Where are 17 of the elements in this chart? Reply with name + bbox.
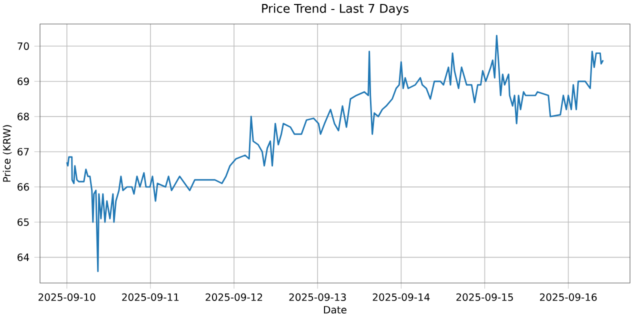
- x-tick-label: 2025-09-13: [289, 293, 346, 301]
- y-tick-label: 69: [18, 78, 29, 86]
- x-tick-label: 2025-09-15: [456, 293, 513, 301]
- chart-title: Price Trend - Last 7 Days: [262, 4, 408, 16]
- y-tick-label: 70: [18, 42, 29, 50]
- y-tick-label: 67: [18, 148, 29, 156]
- y-tick-label: 65: [18, 218, 29, 226]
- y-tick-label: 68: [18, 112, 29, 120]
- y-tick-label: 66: [18, 183, 29, 191]
- x-tick-label: 2025-09-10: [38, 293, 96, 301]
- x-tick-label: 2025-09-12: [206, 293, 262, 301]
- x-axis-title: Date: [324, 306, 346, 314]
- y-tick-label: 64: [18, 254, 30, 262]
- x-tick-label: 2025-09-11: [122, 293, 179, 301]
- x-tick-label: 2025-09-14: [372, 293, 430, 301]
- x-tick-label: 2025-09-16: [540, 293, 597, 301]
- y-axis-title: Price (KRW): [2, 125, 12, 182]
